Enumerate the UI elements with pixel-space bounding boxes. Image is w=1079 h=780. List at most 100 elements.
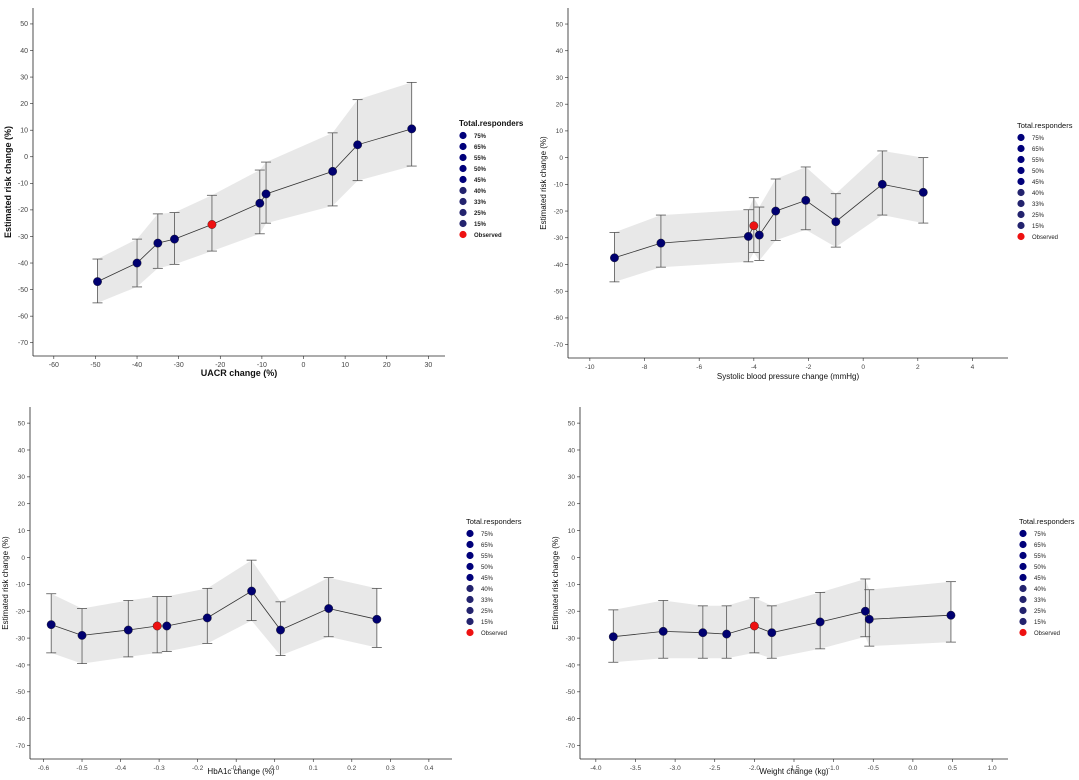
legend-item-label: 50% [474,167,487,173]
legend: Total.responders 75% 65% 55% 50% 45% 40% 33% 25%… [1017,121,1073,241]
y-tick-label: 40 [568,447,576,454]
y-axis-title: Estimated risk change (%) [3,126,13,238]
y-tick-label: -50 [566,689,576,696]
data-point [722,629,732,639]
y-tick-label: 10 [20,127,28,134]
chart-panel-weight: 50 40 30 20 10 0 -10 -20 -30 -40 -50 -60 -70 -4.0 -3.5… [551,407,1075,776]
legend-swatch [1017,188,1025,197]
x-tick-label: 0.4 [424,765,433,772]
data-point [123,625,133,635]
legend-swatch-observed [466,628,474,637]
x-tick-label: 0 [302,362,306,369]
y-tick-label: 0 [24,154,28,161]
x-tick-label: -0.4 [115,765,127,772]
y-tick-label: 40 [18,447,26,454]
x-tick-label: -1.0 [828,765,840,772]
legend-item-label: 45% [481,576,494,582]
legend-swatch [466,551,474,560]
legend-swatch [459,153,467,162]
legend-swatch [466,573,474,582]
legend-swatch [466,540,474,549]
x-tick-label: 2 [916,364,920,371]
x-tick-label: 4 [971,364,975,371]
y-tick-label: -40 [554,262,564,269]
data-point [77,630,87,640]
legend-swatch [1019,562,1027,571]
data-point [918,187,928,197]
x-tick-label: -4 [751,364,757,371]
legend-swatch [1017,177,1025,186]
y-tick-label: 50 [20,21,28,28]
legend-item-label: 45% [474,178,487,184]
series-line [51,590,377,636]
confidence-band [614,150,924,282]
observed-point [207,220,217,229]
legend-item-label: 55% [1032,158,1045,164]
legend-swatch [466,617,474,626]
y-tick-label: -10 [566,582,576,589]
legend-swatch [1019,595,1027,604]
data-point [658,626,668,636]
x-axis-title: Weight change (kg) [759,767,829,776]
y-tick-label: 50 [568,420,576,427]
observed-point [152,621,162,631]
data-point [864,614,874,624]
y-tick-label: -10 [18,181,28,188]
y-axis-title: Estimated risk change (%) [539,136,548,230]
legend-swatch [1019,551,1027,560]
legend-swatch [1019,606,1027,615]
legend-swatch [1019,573,1027,582]
legend-swatch [459,186,467,195]
legend-item-label: 15% [474,222,487,228]
x-tick-label: -20 [215,362,225,369]
chart-panel-uacr: 50 40 30 20 10 0 -10 -20 -30 -40 -50 -60 -70 -60 -50 -4… [3,8,524,378]
x-tick-label: 0 [861,364,865,371]
x-tick-label: -40 [132,362,142,369]
y-tick-label: 40 [556,48,564,55]
data-point [656,238,666,248]
legend-item-label: 33% [1034,598,1047,604]
data-point [698,628,708,638]
y-tick-label: -50 [16,689,26,696]
data-point [132,258,142,268]
legend-item-label: 40% [1034,587,1047,593]
observed-point [749,221,759,231]
legend-swatch [459,131,467,140]
legend-swatch [1017,221,1025,230]
y-tick-label: -10 [16,582,26,589]
x-tick-label: 10 [341,362,349,369]
y-tick-label: 20 [20,101,28,108]
legend-item-label: 25% [1034,609,1047,615]
legend-swatch [466,595,474,604]
legend-item-label: 15% [1032,224,1045,230]
x-tick-label: -50 [90,362,100,369]
legend-swatch [1017,155,1025,164]
confidence-band [97,82,412,303]
legend: Total.responders 75% 65% 55% 50% 45% 40% 33% 25%… [459,119,524,239]
y-tick-label: -20 [16,609,26,616]
legend: Total.responders 75% 65% 55% 50% 45% 40% 33% 25%… [466,517,522,637]
legend-swatch [459,208,467,217]
y-axis-title: Estimated risk change (%) [1,536,10,630]
y-tick-label: 30 [20,74,28,81]
data-point [93,277,102,287]
series-line [97,128,412,282]
data-point [153,238,163,248]
legend-item-label: 33% [474,200,487,206]
data-point [767,628,777,638]
x-tick-label: -2 [806,364,812,371]
y-tick-label: 10 [568,528,576,535]
data-point [162,621,172,631]
legend-swatch [1017,166,1025,175]
data-point [946,610,956,620]
x-tick-label: -4.0 [590,765,602,772]
x-tick-label: 0.0 [908,765,917,772]
legend-swatch-observed [1019,628,1027,637]
legend-item-label: 50% [1034,565,1047,571]
y-tick-label: -70 [18,340,28,347]
legend-swatch [1019,617,1027,626]
data-point [328,166,338,176]
x-tick-label: -2.5 [709,765,721,772]
data-point [877,179,887,189]
